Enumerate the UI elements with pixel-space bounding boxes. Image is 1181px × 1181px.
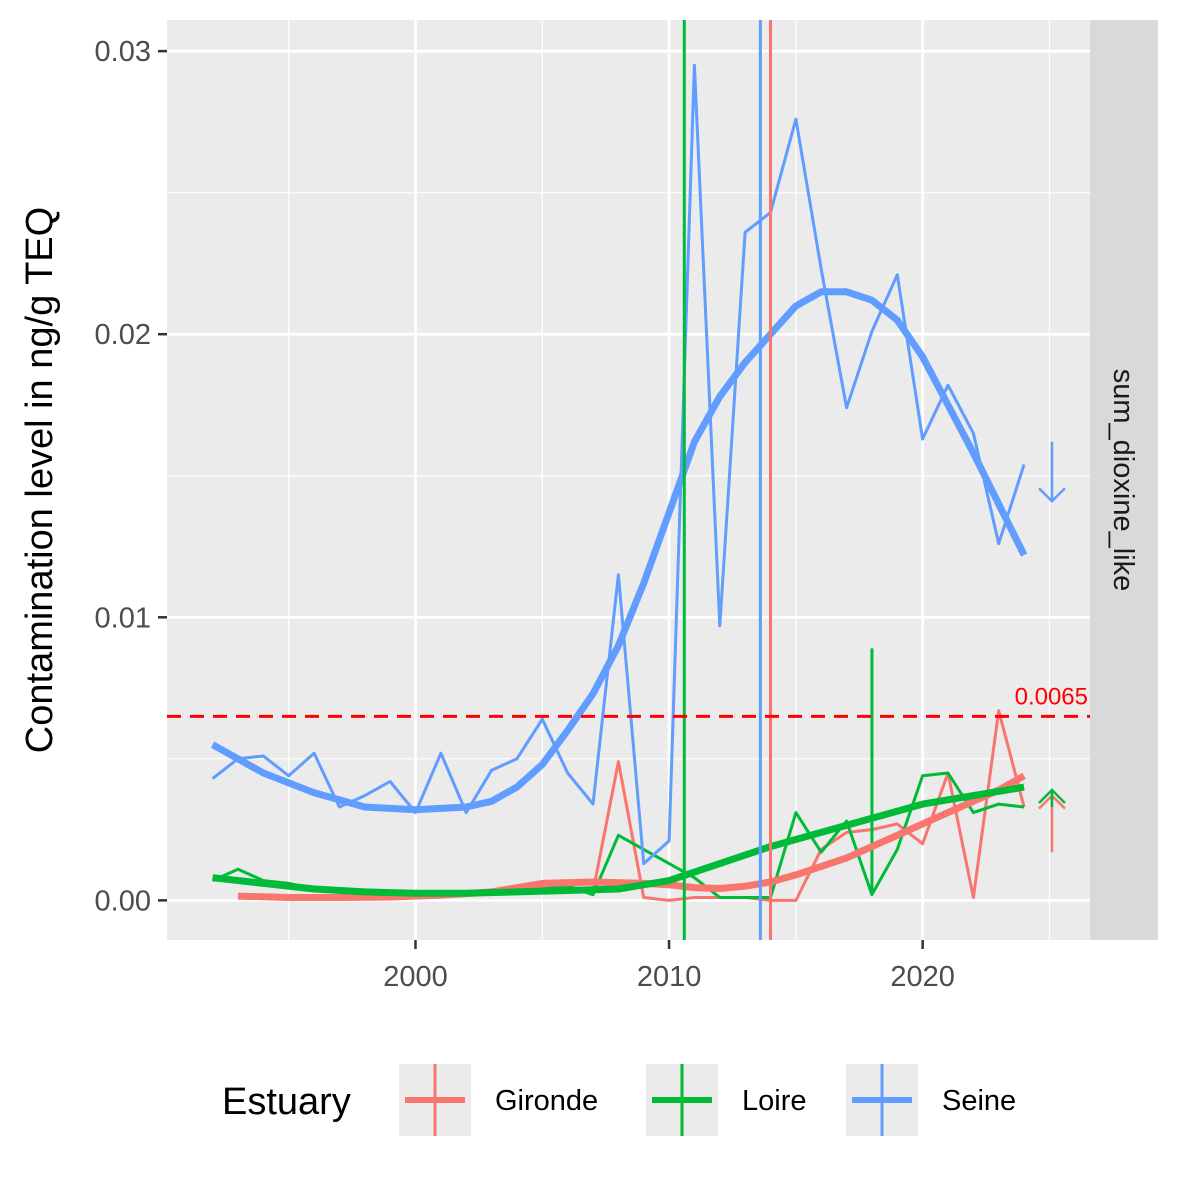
y-axis-title: Contamination level in ng/g TEQ	[19, 207, 61, 753]
legend-label: Seine	[942, 1085, 1016, 1117]
legend-label: Loire	[742, 1085, 807, 1117]
plot-panel	[167, 20, 1090, 940]
y-tick-label: 0.01	[95, 602, 151, 634]
trend-arrows	[1038, 441, 1066, 853]
legend-entry-loire: Loire	[646, 1064, 807, 1136]
x-axis: 2000 2010 2020	[383, 940, 955, 993]
grid-minor	[167, 20, 1090, 940]
legend-title: Estuary	[222, 1081, 351, 1123]
y-tick-label: 0.00	[95, 885, 151, 917]
trend-arrow-head	[1038, 487, 1066, 503]
trend-arrow-head	[1038, 788, 1066, 804]
x-tick-label: 2020	[890, 961, 955, 993]
smooth-series-lines	[210, 288, 1028, 901]
y-tick-label: 0.03	[95, 36, 151, 68]
facet-strip	[1090, 20, 1158, 940]
legend-label: Gironde	[495, 1085, 598, 1117]
smooth-line-seine	[210, 288, 1028, 814]
y-axis: 0.00 0.01 0.02 0.03	[95, 36, 167, 917]
legend: Estuary Gironde Loire Seine	[222, 1064, 1016, 1136]
legend-entry-gironde: Gironde	[399, 1064, 598, 1136]
threshold-label: 0.0065	[1015, 683, 1088, 710]
facet-strip-label: sum_dioxine_like	[1107, 369, 1139, 591]
trend-arrow-loire	[1038, 788, 1066, 807]
change-point-lines	[682, 20, 772, 940]
threshold-group: 0.0065	[167, 683, 1090, 718]
x-tick-label: 2000	[383, 961, 448, 993]
y-tick-label: 0.02	[95, 319, 151, 351]
trend-arrow-seine	[1038, 441, 1066, 503]
legend-entry-seine: Seine	[846, 1064, 1016, 1136]
x-tick-label: 2010	[637, 961, 702, 993]
smooth-line-loire	[212, 783, 1025, 897]
